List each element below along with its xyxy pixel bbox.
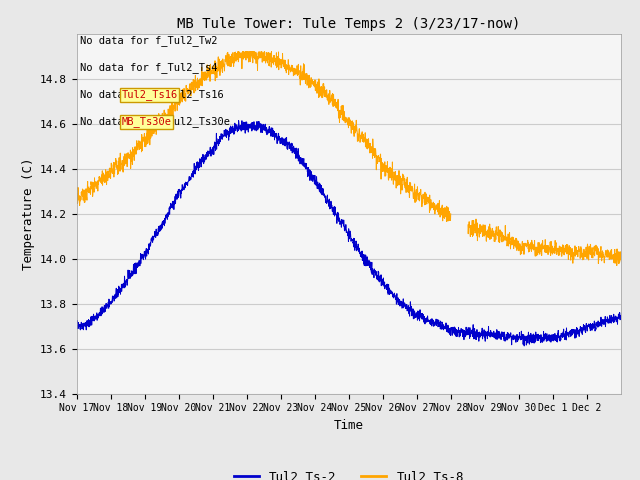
Y-axis label: Temperature (C): Temperature (C) [22, 157, 35, 270]
Text: No data for f_Tul2_Ts4: No data for f_Tul2_Ts4 [79, 62, 217, 73]
Text: Tul2_Ts16: Tul2_Ts16 [122, 89, 178, 100]
Tul2_Ts-8 [381, 166, 389, 172]
Tul2_Ts-2 [235, 118, 243, 123]
Tul2_Ts-8 [543, 247, 551, 253]
Tul2_Ts-8 [609, 252, 617, 257]
Tul2_Ts-2 [610, 320, 618, 325]
Title: MB Tule Tower: Tule Temps 2 (3/23/17-now): MB Tule Tower: Tule Temps 2 (3/23/17-now… [177, 17, 520, 31]
Text: MB_Ts30e: MB_Ts30e [122, 116, 172, 127]
Tul2_Ts-2 [73, 321, 81, 326]
Tul2_Ts-8 [244, 58, 252, 64]
Text: No data for f_Tul2_Tw2: No data for f_Tul2_Tw2 [79, 36, 217, 46]
Text: No data for f_Tul2_Ts16: No data for f_Tul2_Ts16 [79, 89, 223, 100]
Tul2_Ts-8 [73, 198, 81, 204]
Tul2_Ts-8 [617, 249, 625, 255]
Tul2_Ts-2 [617, 312, 625, 318]
Tul2_Ts-2 [520, 343, 528, 349]
Legend: Tul2_Ts-2, Tul2_Ts-8: Tul2_Ts-2, Tul2_Ts-8 [229, 465, 468, 480]
Tul2_Ts-2 [544, 333, 552, 339]
Tul2_Ts-2 [381, 283, 389, 289]
Line: Tul2_Ts-8: Tul2_Ts-8 [77, 51, 621, 265]
Tul2_Ts-2 [127, 273, 135, 278]
Tul2_Ts-2 [513, 335, 520, 341]
Tul2_Ts-8 [513, 236, 520, 242]
Tul2_Ts-2 [245, 121, 253, 127]
Line: Tul2_Ts-2: Tul2_Ts-2 [77, 120, 621, 346]
Tul2_Ts-8 [127, 152, 135, 157]
Text: No data for f_Tul2_Ts30e: No data for f_Tul2_Ts30e [79, 116, 230, 127]
X-axis label: Time: Time [334, 419, 364, 432]
